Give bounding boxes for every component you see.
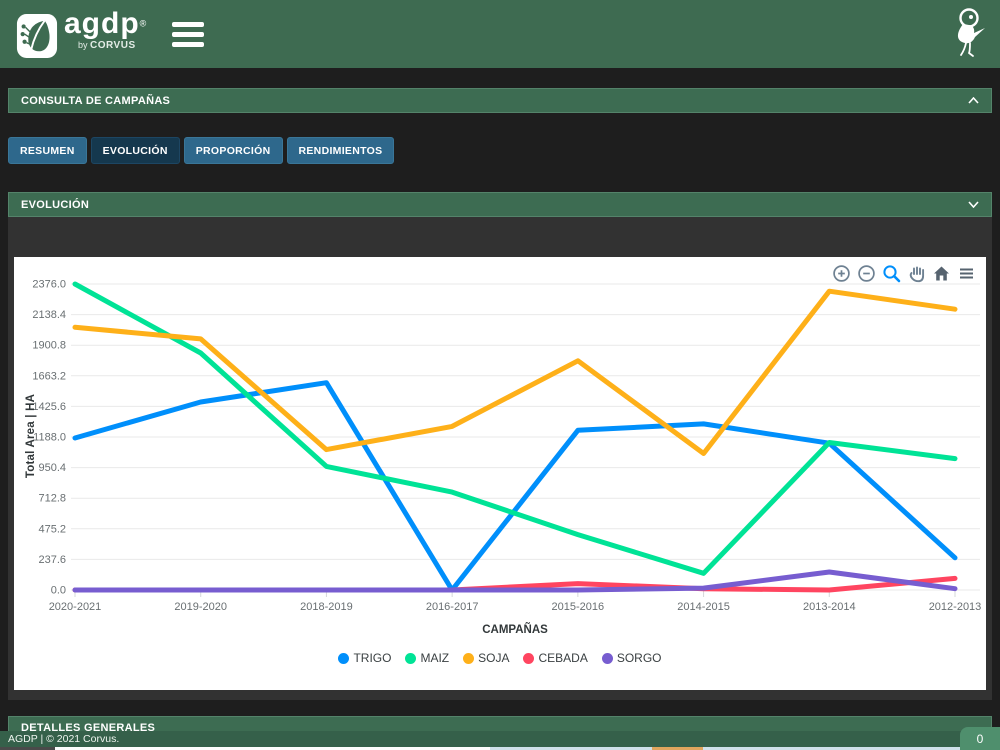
clipped-content-sliver xyxy=(0,747,55,750)
series-line-trigo xyxy=(72,380,958,593)
legend-item-soja[interactable]: SOJA xyxy=(463,651,509,665)
y-tick-label: 237.6 xyxy=(38,554,66,566)
legend-marker-icon xyxy=(523,652,535,664)
home-icon[interactable] xyxy=(931,263,951,283)
series-line-maiz xyxy=(72,281,958,576)
selection-zoom-icon[interactable] xyxy=(881,263,901,283)
panel-title: EVOLUCIÓN xyxy=(21,198,90,211)
legend-label: SORGO xyxy=(616,651,662,665)
chevron-up-icon[interactable] xyxy=(968,97,979,104)
series-line-sorgo xyxy=(72,569,958,593)
clipped-content-sliver xyxy=(652,747,703,750)
clipped-content-sliver xyxy=(55,747,490,750)
tab-proporcion[interactable]: PROPORCIÓN xyxy=(183,137,283,164)
evolucion-card: 0.0 237.6 475.2 712.8 950.4 1188.0 1425.6 1663.… xyxy=(8,217,992,700)
top-header: agdp® by CORVUS xyxy=(0,0,1000,68)
tab-evolucion[interactable]: EVOLUCIÓN xyxy=(90,137,180,164)
y-tick-label: 0.0 xyxy=(51,585,66,597)
pan-icon[interactable] xyxy=(906,263,926,283)
x-tick-label: 2015-2016 xyxy=(552,601,605,613)
evolution-chart: 0.0 237.6 475.2 712.8 950.4 1188.0 1425.6 1663.… xyxy=(14,257,986,690)
panel-header-evolucion[interactable]: EVOLUCIÓN xyxy=(8,192,992,217)
y-tick-label: 2376.0 xyxy=(32,279,66,291)
tab-resumen[interactable]: RESUMEN xyxy=(8,137,87,164)
x-tick-label: 2014-2015 xyxy=(677,601,730,613)
y-axis-title: Total Area | HA xyxy=(25,393,37,479)
y-tick-label: 1900.8 xyxy=(32,340,66,352)
legend-item-sorgo[interactable]: SORGO xyxy=(601,651,662,665)
copyright-text: AGDP | © 2021 Corvus. xyxy=(8,733,120,745)
tab-rendimientos[interactable]: RENDIMIENTOS xyxy=(286,137,395,164)
x-tick-label: 2012-2013 xyxy=(929,601,982,613)
logo-byline: by CORVUS xyxy=(78,40,136,51)
zoom-in-icon[interactable] xyxy=(831,263,851,283)
y-tick-label: 950.4 xyxy=(38,462,66,474)
series-line-soja xyxy=(72,288,958,456)
y-tick-label: 1188.0 xyxy=(33,432,66,444)
agdp-leaf-icon xyxy=(16,14,58,58)
panel-title: CONSULTA DE CAMPAÑAS xyxy=(21,94,171,107)
y-tick-label: 1663.2 xyxy=(32,370,66,382)
legend-label: TRIGO xyxy=(353,651,392,665)
logo-wordmark: agdp xyxy=(64,7,140,40)
x-tick-label: 2016-2017 xyxy=(426,601,479,613)
campaign-view-tabs: RESUMEN EVOLUCIÓN PROPORCIÓN RENDIMIENTO… xyxy=(8,137,395,164)
legend-item-trigo[interactable]: TRIGO xyxy=(338,651,391,665)
x-tick-label: 2020-2021 xyxy=(49,601,102,613)
legend-label: SOJA xyxy=(478,651,510,665)
notification-badge[interactable]: 0 xyxy=(960,727,1000,750)
legend-marker-icon xyxy=(405,652,417,664)
chart-toolbar xyxy=(831,263,976,283)
clipped-content-sliver xyxy=(490,747,652,750)
legend-item-maiz[interactable]: MAIZ xyxy=(405,651,449,665)
legend-item-cebada[interactable]: CEBADA xyxy=(523,651,588,665)
legend-marker-icon xyxy=(463,652,475,664)
menu-button[interactable] xyxy=(168,13,208,56)
x-tick-label: 2013-2014 xyxy=(803,601,856,613)
legend-label: CEBADA xyxy=(538,651,588,665)
y-tick-label: 475.2 xyxy=(38,523,66,535)
x-tick-label: 2019-2020 xyxy=(174,601,227,613)
panel-header-consulta-de-campanas[interactable]: CONSULTA DE CAMPAÑAS xyxy=(8,88,992,113)
clipped-content-sliver xyxy=(703,747,1000,750)
y-tick-label: 1425.6 xyxy=(32,401,66,413)
x-axis-title: CAMPAÑAS xyxy=(482,624,548,636)
agdp-logo: agdp® by CORVUS xyxy=(16,9,146,59)
zoom-out-icon[interactable] xyxy=(856,263,876,283)
registered-mark: ® xyxy=(139,18,147,29)
y-tick-label: 712.8 xyxy=(38,493,66,505)
corvus-bird-icon[interactable] xyxy=(942,6,986,62)
x-tick-label: 2018-2019 xyxy=(300,601,353,613)
legend-marker-icon xyxy=(338,652,350,664)
app-footer: AGDP | © 2021 Corvus. xyxy=(0,731,1000,747)
y-tick-label: 2138.4 xyxy=(32,309,66,321)
evolution-line-chart: 0.0 237.6 475.2 712.8 950.4 1188.0 1425.6 1663.… xyxy=(32,279,982,614)
chevron-down-icon[interactable] xyxy=(968,201,979,208)
legend-label: MAIZ xyxy=(420,651,450,665)
chart-legend: TRIGO MAIZ SOJA CEBADA SORGO xyxy=(14,651,986,665)
legend-marker-icon xyxy=(601,652,613,664)
menu-icon[interactable] xyxy=(956,263,976,283)
